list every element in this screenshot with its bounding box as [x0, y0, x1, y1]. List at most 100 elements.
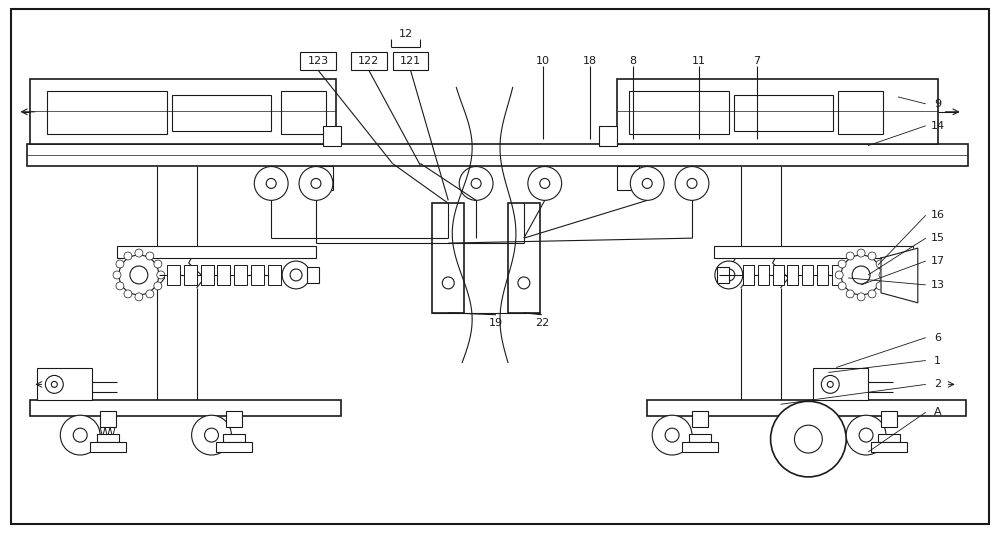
Text: 2: 2	[934, 379, 941, 390]
Circle shape	[794, 425, 822, 453]
Text: 11: 11	[692, 56, 706, 66]
Bar	[617, 79, 938, 144]
Circle shape	[113, 271, 121, 279]
Circle shape	[471, 179, 481, 188]
Circle shape	[846, 290, 854, 298]
Text: 17: 17	[931, 256, 945, 266]
Text: 16: 16	[931, 210, 945, 220]
Bar	[871, 442, 907, 452]
Circle shape	[827, 382, 833, 387]
Circle shape	[311, 179, 321, 188]
Bar	[300, 52, 336, 70]
Bar	[100, 411, 116, 427]
Circle shape	[60, 415, 100, 455]
Bar	[27, 144, 968, 166]
Circle shape	[119, 255, 159, 295]
Circle shape	[73, 428, 87, 442]
Circle shape	[299, 166, 333, 200]
Circle shape	[642, 179, 652, 188]
Circle shape	[675, 166, 709, 200]
Bar	[743, 265, 754, 285]
Bar	[97, 434, 119, 442]
Bar	[311, 166, 333, 190]
Bar	[281, 91, 326, 134]
Circle shape	[205, 428, 218, 442]
Circle shape	[838, 260, 846, 268]
Text: 121: 121	[400, 56, 421, 66]
Circle shape	[852, 266, 870, 284]
Circle shape	[838, 282, 846, 290]
Bar	[717, 267, 729, 283]
Text: 123: 123	[307, 56, 329, 66]
Bar	[689, 434, 711, 442]
Polygon shape	[881, 248, 918, 303]
Bar	[217, 265, 230, 285]
Bar	[216, 442, 252, 452]
Circle shape	[442, 277, 454, 289]
Bar	[813, 368, 868, 400]
Text: 6: 6	[934, 333, 941, 343]
Bar	[30, 400, 341, 416]
Text: 1: 1	[934, 356, 941, 366]
Bar	[832, 265, 843, 285]
Bar	[351, 52, 387, 70]
Circle shape	[687, 179, 697, 188]
Text: 7: 7	[753, 56, 760, 66]
Bar	[734, 95, 833, 131]
Text: 14: 14	[931, 121, 945, 131]
Circle shape	[51, 382, 57, 387]
Bar	[617, 166, 639, 190]
Bar	[90, 442, 126, 452]
Bar	[647, 400, 966, 416]
Circle shape	[290, 269, 302, 281]
Circle shape	[846, 252, 854, 260]
Text: A: A	[934, 407, 942, 417]
Bar	[714, 246, 913, 258]
Bar	[758, 265, 769, 285]
Circle shape	[723, 269, 735, 281]
Circle shape	[146, 252, 154, 260]
Circle shape	[157, 271, 165, 279]
Text: 13: 13	[931, 280, 945, 290]
Bar	[838, 91, 883, 134]
Circle shape	[130, 266, 148, 284]
Circle shape	[771, 401, 846, 477]
Circle shape	[459, 166, 493, 200]
Circle shape	[146, 290, 154, 298]
Circle shape	[154, 282, 162, 290]
Circle shape	[715, 261, 743, 289]
Bar	[508, 203, 540, 313]
Circle shape	[282, 261, 310, 289]
Bar	[599, 126, 617, 146]
Circle shape	[124, 290, 132, 298]
Bar	[629, 91, 729, 134]
Circle shape	[876, 282, 884, 290]
Circle shape	[876, 260, 884, 268]
Bar	[323, 126, 341, 146]
Bar	[817, 265, 828, 285]
Text: 15: 15	[931, 233, 945, 243]
Bar	[167, 265, 180, 285]
Bar	[393, 52, 428, 70]
Bar	[787, 265, 798, 285]
Circle shape	[857, 249, 865, 257]
Circle shape	[135, 293, 143, 301]
Bar	[117, 246, 316, 258]
Bar	[234, 265, 247, 285]
Bar	[30, 79, 336, 144]
Bar	[692, 411, 708, 427]
Circle shape	[868, 290, 876, 298]
Bar	[223, 434, 245, 442]
Circle shape	[540, 179, 550, 188]
Circle shape	[630, 166, 664, 200]
Circle shape	[518, 277, 530, 289]
Bar	[268, 265, 281, 285]
Bar	[172, 95, 271, 131]
Bar	[307, 267, 319, 283]
Text: 10: 10	[536, 56, 550, 66]
Bar	[773, 265, 784, 285]
Circle shape	[116, 260, 124, 268]
Circle shape	[254, 166, 288, 200]
Text: 122: 122	[358, 56, 379, 66]
Circle shape	[857, 293, 865, 301]
